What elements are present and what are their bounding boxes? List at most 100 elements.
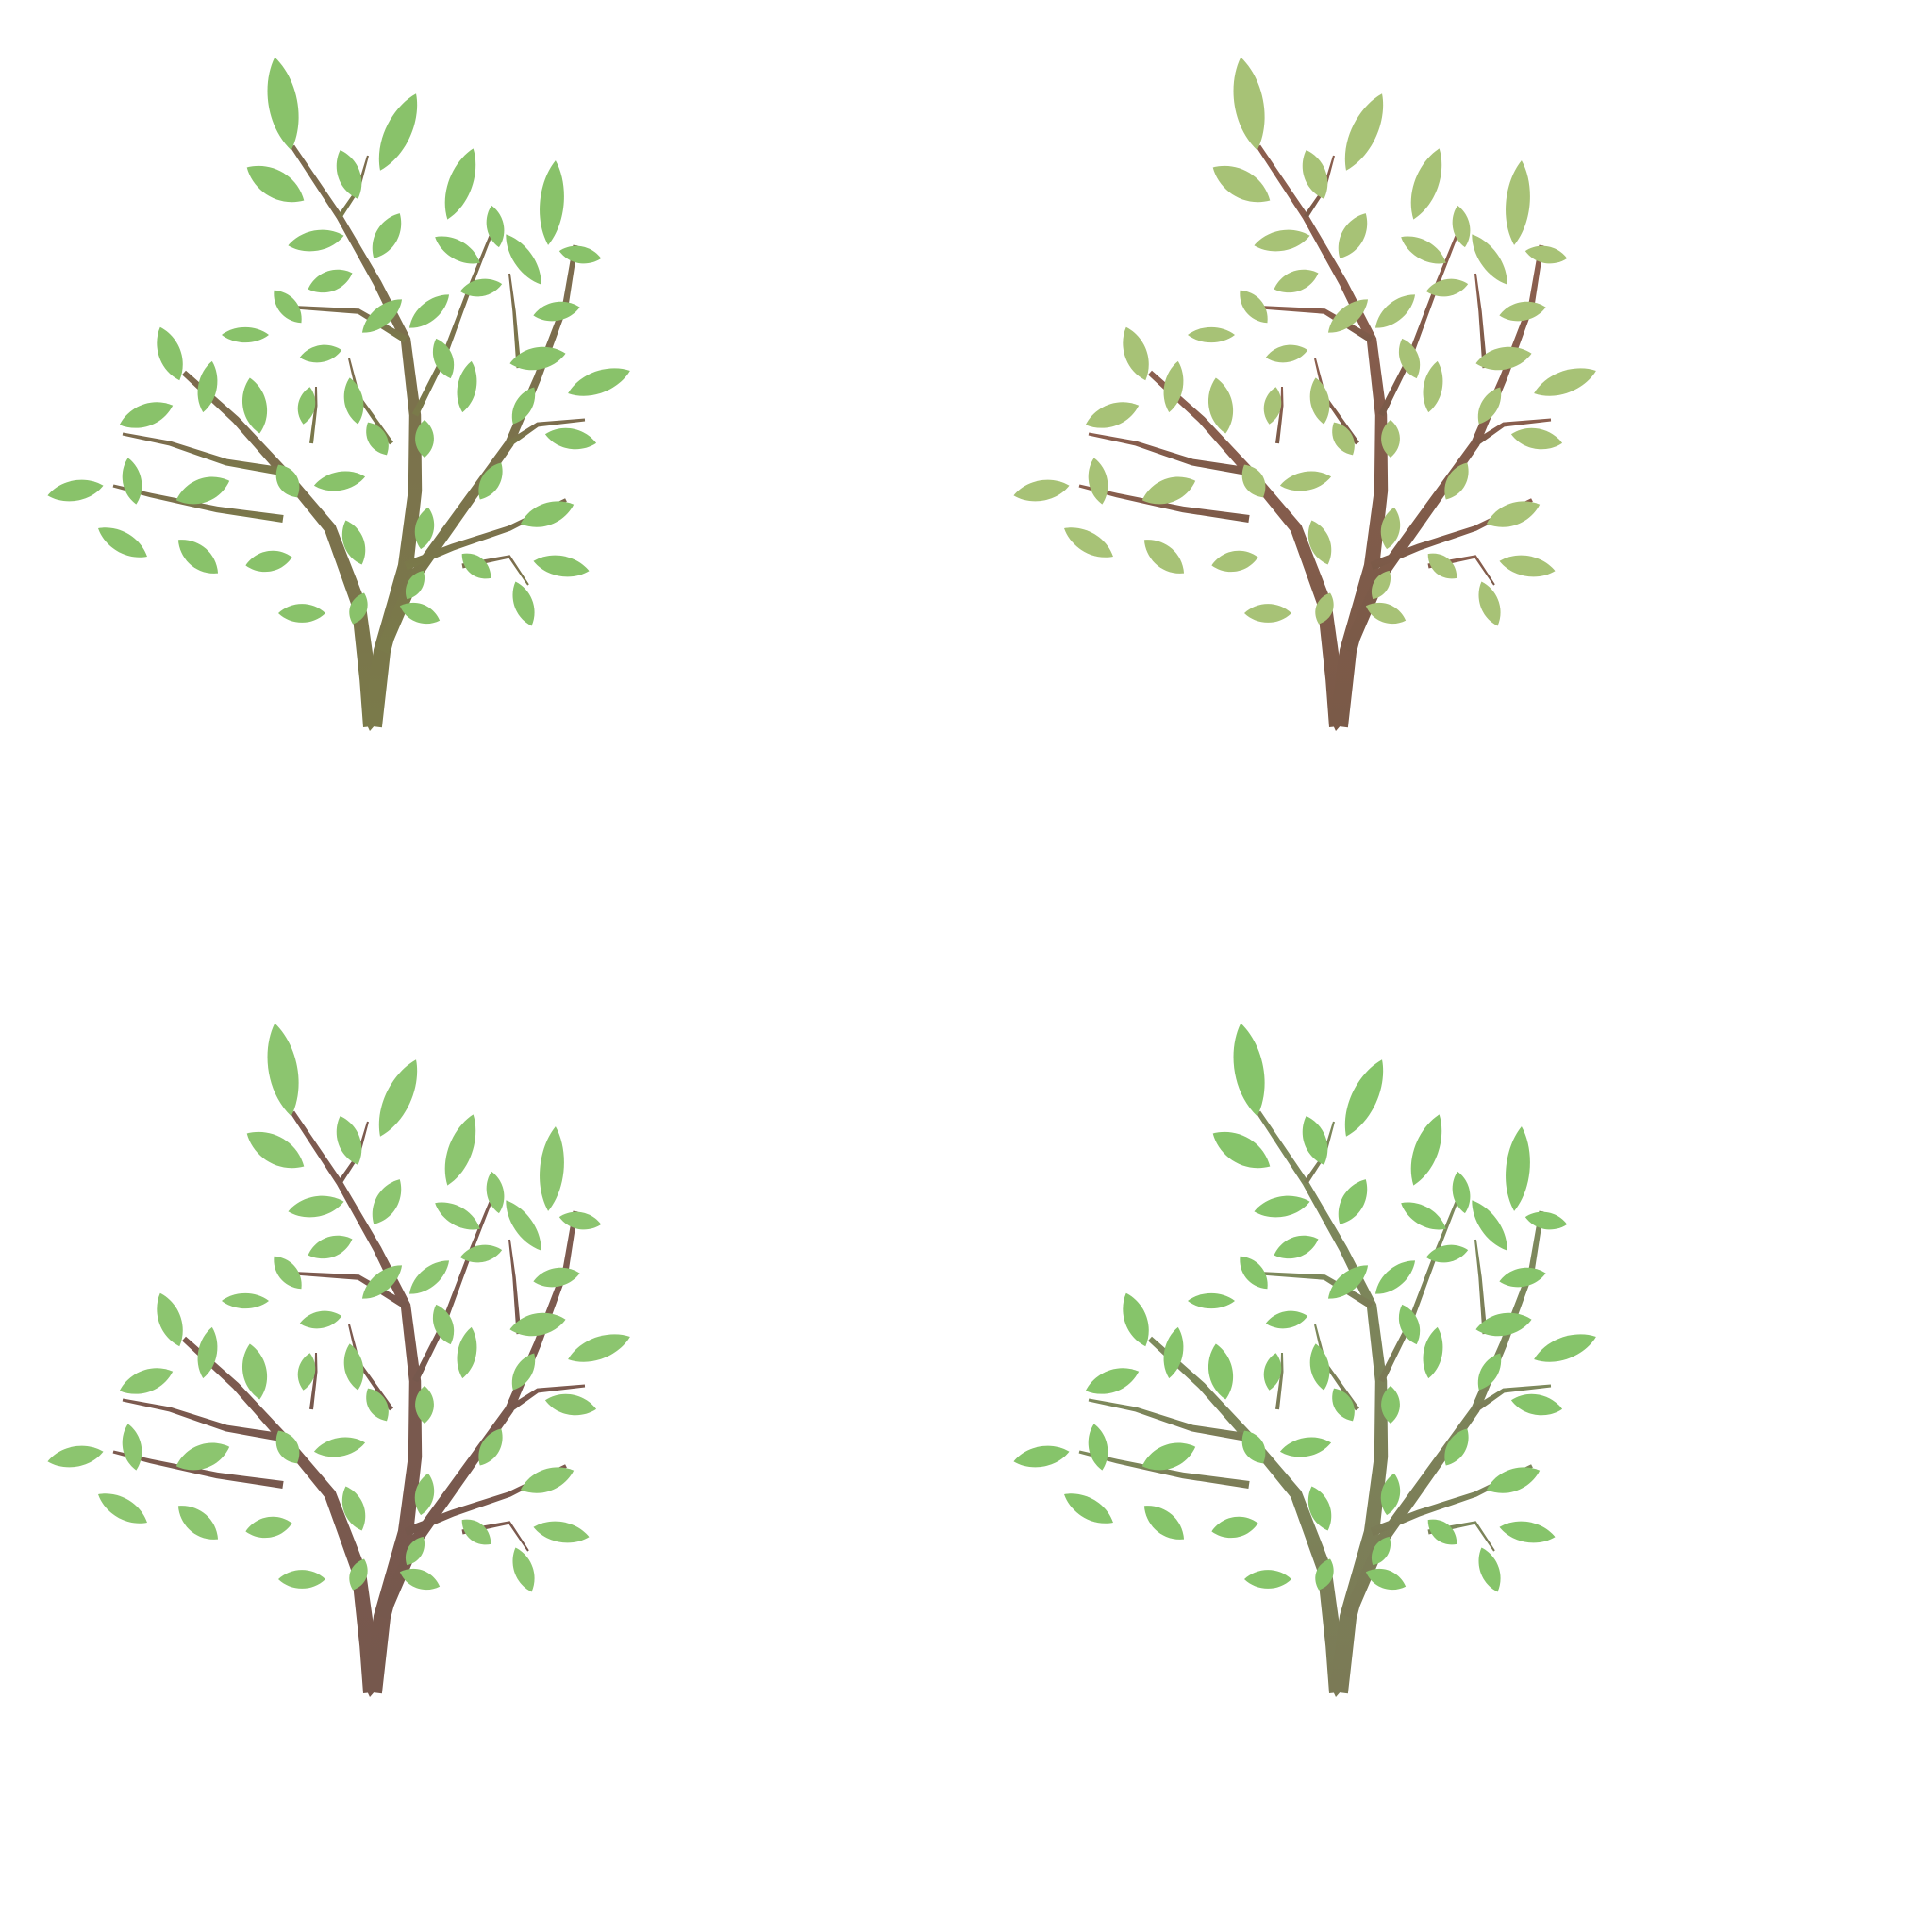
leaf	[297, 387, 316, 425]
leaf	[1365, 602, 1407, 625]
leaf	[308, 269, 353, 293]
leaf	[299, 1310, 342, 1329]
leaf	[267, 1023, 299, 1117]
leaf	[177, 1506, 219, 1540]
trunk-tip	[1329, 717, 1348, 731]
leaf	[406, 1536, 425, 1566]
leaf	[544, 427, 597, 450]
leaf	[509, 346, 566, 371]
leaf	[1141, 476, 1196, 505]
leaf	[1163, 1326, 1184, 1379]
leaf	[1374, 294, 1416, 328]
inner-twig	[1314, 1324, 1359, 1411]
leaf	[1506, 160, 1530, 245]
leaf	[1279, 471, 1332, 491]
right-low-branch	[1370, 1464, 1533, 1537]
leaf	[197, 360, 218, 413]
leaf	[1475, 346, 1532, 371]
leaf	[1381, 420, 1400, 458]
leaf	[1365, 1568, 1407, 1591]
leaf	[242, 1343, 268, 1400]
leaf	[533, 1267, 580, 1288]
leaf	[432, 338, 455, 379]
leaf	[119, 1368, 174, 1394]
leaf	[1265, 344, 1308, 363]
leaf	[1506, 1126, 1530, 1211]
leaf	[1534, 368, 1596, 396]
right-upper-twig	[1474, 273, 1488, 369]
leaf	[275, 1430, 300, 1464]
leaf	[1372, 570, 1391, 600]
leaf	[1123, 1292, 1149, 1347]
top-twig	[1303, 155, 1335, 219]
leaf	[1315, 592, 1334, 625]
leaf	[222, 326, 269, 343]
leaf	[1188, 326, 1235, 343]
leaf	[245, 550, 292, 573]
right-upper-twig	[508, 273, 522, 369]
leaf	[1398, 338, 1421, 379]
right-twig	[508, 418, 586, 446]
leaf	[1208, 1343, 1234, 1400]
leaf	[372, 1179, 402, 1224]
leaf	[1263, 1353, 1282, 1391]
leaf	[1401, 1202, 1446, 1230]
branches	[1078, 144, 1552, 731]
leaf	[1510, 427, 1563, 450]
leaf	[533, 1521, 590, 1543]
tree-panel-top-left	[0, 0, 966, 966]
top-twig	[337, 1121, 369, 1185]
leaf	[1499, 1521, 1556, 1543]
leaf	[361, 1265, 403, 1299]
leaf	[1309, 1343, 1330, 1391]
top-twig	[337, 155, 369, 219]
left-low-branch	[1088, 432, 1250, 476]
left-main-branch	[182, 1336, 382, 1693]
leaf	[1254, 1195, 1310, 1218]
leaf	[278, 1570, 325, 1589]
leaf	[459, 278, 503, 297]
leaf	[1085, 1368, 1140, 1394]
leaf	[1452, 205, 1471, 248]
leaf	[533, 301, 580, 322]
leaf	[372, 213, 402, 258]
leaf	[47, 479, 104, 502]
leaf	[1499, 301, 1546, 322]
leaf	[366, 422, 389, 456]
leaf	[1524, 1211, 1568, 1230]
leaf	[1477, 387, 1502, 425]
leaf	[1499, 555, 1556, 577]
leaf	[1478, 1547, 1501, 1592]
leaf	[1085, 402, 1140, 428]
leaf	[544, 1393, 597, 1416]
leaf	[1064, 1493, 1113, 1524]
leaves	[47, 57, 630, 626]
leaf	[1263, 387, 1282, 425]
leaf	[408, 294, 450, 328]
leaf	[245, 1516, 292, 1539]
leaf	[175, 1442, 230, 1471]
leaf	[1244, 1570, 1291, 1589]
leaf	[399, 602, 441, 625]
leaf	[457, 1326, 477, 1379]
right-upper-twig	[508, 1239, 522, 1335]
leaf	[511, 387, 536, 425]
right-main-branch	[375, 1210, 578, 1620]
center-twig	[1275, 1353, 1284, 1410]
right-low-branch	[404, 498, 567, 571]
leaf	[1398, 1304, 1421, 1345]
leaf	[1477, 1353, 1502, 1391]
branches	[112, 1110, 586, 1697]
leaf	[1274, 269, 1319, 293]
leaf	[1240, 290, 1268, 324]
leaf	[336, 1116, 362, 1165]
leaves	[47, 1023, 630, 1592]
leaf	[1013, 1445, 1070, 1468]
leaf	[1338, 213, 1368, 258]
branches	[1078, 1110, 1552, 1697]
left-main-branch	[182, 370, 382, 727]
leaf	[1410, 1114, 1442, 1186]
leaf	[275, 464, 300, 498]
leaf	[1452, 1171, 1471, 1214]
right-twig	[1474, 418, 1552, 446]
